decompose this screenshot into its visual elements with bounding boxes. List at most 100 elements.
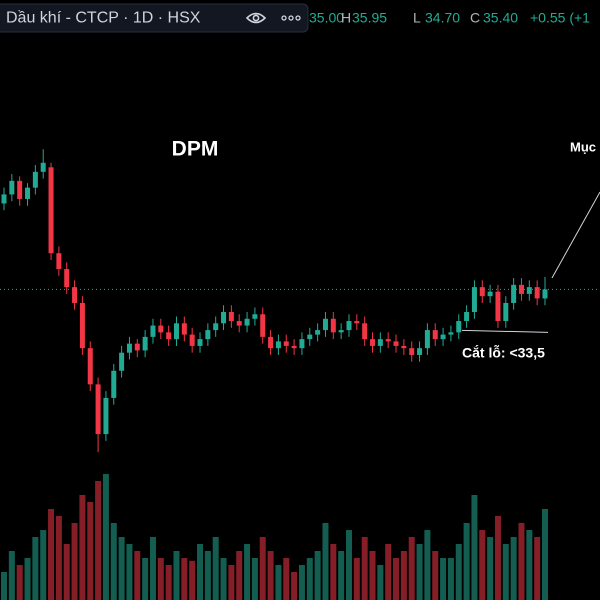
candle-body — [48, 167, 54, 254]
volume-bar — [244, 544, 251, 600]
volume-bar — [48, 509, 55, 600]
candle-body — [1, 194, 7, 204]
volume-bar — [1, 572, 7, 600]
candle-body — [244, 318, 250, 326]
change: +0.55 (+1 — [530, 10, 590, 26]
volume-bar — [181, 558, 188, 600]
volume-bar — [95, 481, 102, 600]
volume-bar — [455, 544, 462, 600]
volume-bar — [385, 544, 392, 600]
volume-bar — [197, 544, 204, 600]
chart-title: DPM — [172, 138, 219, 161]
candle-body — [260, 314, 266, 337]
candle-body — [362, 323, 368, 340]
candle-body — [511, 284, 517, 303]
volume-bar — [400, 551, 407, 600]
volume-bar — [126, 544, 133, 600]
candle-body — [534, 287, 540, 299]
candle-body — [440, 334, 446, 340]
candle-body — [338, 330, 344, 333]
volume-bar — [236, 551, 243, 600]
candle-body — [197, 339, 203, 346]
quote-label: C — [470, 10, 480, 26]
candle-body — [213, 323, 219, 331]
candle-body — [495, 291, 501, 322]
volume-bar — [55, 516, 62, 600]
volume-bar — [494, 516, 501, 600]
volume-bar — [322, 523, 329, 600]
candle-body — [158, 325, 164, 333]
quote-label: L — [413, 10, 421, 26]
candle-body — [346, 321, 352, 331]
candle-body — [72, 287, 78, 303]
volume-bar — [267, 551, 274, 600]
eye-icon[interactable] — [245, 12, 267, 24]
volume-bar — [377, 565, 384, 600]
candle-body — [221, 312, 227, 324]
candle-body — [417, 348, 423, 355]
candle-body — [150, 325, 156, 337]
volume-bar — [510, 537, 517, 600]
candle-body — [275, 341, 281, 349]
candle-body — [111, 370, 117, 398]
candle-body — [268, 336, 274, 349]
candle-body — [354, 321, 360, 324]
candle-body — [252, 314, 258, 319]
symbol: Dầu khí - CTCP · 1D · HSX — [6, 10, 201, 27]
candle-body — [119, 352, 125, 371]
candle-body — [228, 312, 234, 322]
volume-bar — [416, 544, 423, 600]
candle-body — [299, 339, 305, 349]
candle-body — [464, 312, 470, 322]
volume-bar — [204, 551, 211, 600]
volume-bar — [291, 572, 298, 600]
candle-body — [330, 318, 336, 333]
volume-bar — [71, 523, 78, 600]
open-value: 35.00 — [309, 10, 344, 26]
volume-bar — [24, 558, 31, 600]
quote: 35.00H 35.95 L 34.70 C 35.40 +0.55 (+1 — [309, 10, 590, 26]
volume-bar — [471, 495, 478, 600]
volume-bar — [542, 509, 548, 600]
volume-bar — [275, 565, 282, 600]
volume-bar — [408, 537, 415, 600]
candle-body — [401, 345, 407, 349]
volume-bar — [369, 551, 376, 600]
volume-bar — [8, 551, 15, 600]
volume-bar — [502, 544, 509, 600]
candle-body — [87, 348, 93, 385]
candle-body — [518, 284, 524, 294]
volume-bar — [87, 502, 94, 600]
candle-body — [166, 332, 172, 340]
volume-bar — [314, 551, 321, 600]
candle-body — [64, 269, 70, 288]
stop-loss-line — [461, 329, 549, 333]
volume-bar — [534, 537, 541, 600]
candle-body — [79, 302, 85, 349]
candle-body — [103, 397, 109, 435]
volume-bar — [165, 565, 172, 600]
candle-body — [95, 384, 101, 435]
candle-body — [17, 180, 23, 199]
quote-label: H — [341, 10, 351, 26]
candle-body — [315, 330, 321, 335]
volume-bar — [298, 565, 305, 600]
volume-bar — [424, 530, 431, 600]
symbol-box[interactable] — [0, 3, 309, 33]
volume-bar — [79, 495, 86, 600]
candle-body — [487, 291, 493, 297]
candle-body — [526, 287, 532, 294]
volume-bar — [259, 537, 266, 600]
volume-bar — [102, 474, 109, 600]
volume-bar — [149, 537, 156, 600]
volume-bar — [142, 558, 149, 600]
candle-body — [448, 332, 454, 335]
plot — [0, 149, 600, 600]
candle-body — [377, 339, 383, 346]
more-icon[interactable] — [281, 15, 301, 21]
candle-body — [189, 334, 195, 346]
volume-bar — [447, 558, 454, 600]
volume-bar — [173, 551, 180, 600]
